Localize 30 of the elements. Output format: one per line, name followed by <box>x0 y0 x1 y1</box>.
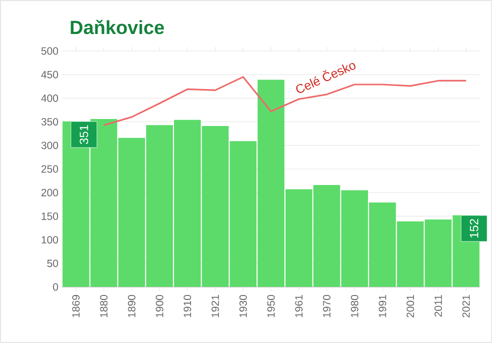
y-tick-label: 100 <box>42 236 58 244</box>
x-tick-label: 1970 <box>323 294 330 318</box>
x-tick-label: 1921 <box>212 295 219 318</box>
y-tick-label: 500 <box>41 47 58 55</box>
x-tick-label: 2021 <box>462 295 470 318</box>
y-tick-label: 350 <box>41 118 58 126</box>
y-tick-label: 50 <box>47 260 58 268</box>
x-tick-label: 1900 <box>156 294 164 318</box>
text: Celé Česko <box>296 63 356 93</box>
y-tick-label: 250 <box>41 165 58 173</box>
x-tick-label: 2011 <box>434 295 442 317</box>
y-tick-label: 200 <box>41 188 58 196</box>
data-label: 152 <box>470 219 478 238</box>
x-tick-label: 1950 <box>267 294 275 318</box>
y-tick-label: 300 <box>41 142 58 150</box>
x-tick-label: 1961 <box>295 295 303 318</box>
y-tick-label: 400 <box>41 94 58 102</box>
x-tick-label: 1880 <box>100 294 108 318</box>
y-tick-label: 0 <box>53 283 58 291</box>
x-tick-label: 1869 <box>72 295 80 318</box>
data-label: 351 <box>80 125 88 144</box>
y-tick-label: 150 <box>42 212 58 220</box>
x-tick-label: 1890 <box>128 294 136 318</box>
x-tick-label: 1991 <box>378 295 386 318</box>
chart-title: Daňkovice <box>70 20 164 34</box>
x-tick-label: 2001 <box>406 295 414 318</box>
x-tick-label: 1930 <box>239 294 247 318</box>
x-tick-label: 1980 <box>350 294 358 318</box>
y-tick-label: 450 <box>41 70 58 78</box>
x-tick-label: 1910 <box>184 294 192 318</box>
